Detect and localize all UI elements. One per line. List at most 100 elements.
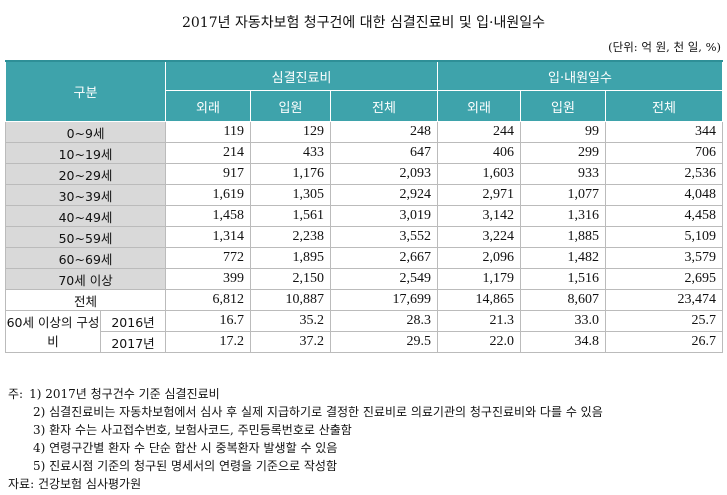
cell: 28.3 — [330, 310, 439, 332]
cell: 344 — [605, 121, 724, 143]
table-row: 70세 이상 399 2,150 2,549 1,179 1,516 2,695 — [4, 268, 724, 290]
note-line: 주: 1) 2017년 청구건수 기준 심결진료비 — [8, 385, 603, 403]
cell: 21.3 — [437, 310, 522, 332]
column-header: 전체 — [605, 90, 724, 122]
cell: 4,458 — [605, 205, 724, 227]
row-label: 2016년 — [99, 310, 167, 332]
table-row: 60~69세 772 1,895 2,667 2,096 1,482 3,579 — [4, 247, 724, 269]
cell: 2,924 — [330, 184, 439, 206]
cell: 1,179 — [437, 268, 522, 290]
table-row: 2017년 17.2 37.2 29.5 22.0 34.8 26.7 — [6, 331, 724, 353]
note-item: 1) 2017년 청구건수 기준 심결진료비 — [29, 387, 220, 401]
cell: 37.2 — [250, 331, 332, 353]
title: 2017년 자동차보험 청구건에 대한 심결진료비 및 입·내원일수 — [181, 15, 546, 31]
column-header: 입원 — [250, 90, 332, 122]
cell: 22.0 — [437, 331, 522, 353]
cell: 99 — [520, 121, 607, 143]
cell: 1,305 — [250, 184, 332, 206]
cell: 706 — [605, 142, 724, 164]
cell: 3,142 — [437, 205, 522, 227]
cell: 35.2 — [250, 310, 332, 332]
cell: 2,093 — [330, 163, 439, 185]
cell: 16.7 — [165, 310, 252, 332]
group-header: 입·내원일수 — [437, 60, 724, 91]
cell: 244 — [437, 121, 522, 143]
cell: 1,619 — [165, 184, 252, 206]
row-label: 30~39세 — [4, 184, 167, 206]
cell: 917 — [165, 163, 252, 185]
row-label: 0~9세 — [4, 121, 167, 143]
cell: 129 — [250, 121, 332, 143]
cell: 1,895 — [250, 247, 332, 269]
cell: 399 — [165, 268, 252, 290]
cell: 6,812 — [165, 289, 252, 311]
table-row: 0~9세 119 129 248 244 99 344 — [4, 121, 724, 143]
cell: 406 — [437, 142, 522, 164]
row-label: 2017년 — [99, 331, 167, 353]
cell: 1,316 — [520, 205, 607, 227]
row-label: 10~19세 — [4, 142, 167, 164]
group-header: 심결진료비 — [165, 60, 439, 91]
note-item: 4) 연령구간별 환자 수 단순 합산 시 중복환자 발생할 수 있음 — [33, 441, 338, 455]
data-table: 구분 심결진료비 입·내원일수 외래 입원 전체 외래 입원 전체 0~9세 119 129 2… — [4, 60, 724, 353]
note-prefix: 주: — [8, 387, 24, 401]
cell: 647 — [330, 142, 439, 164]
cell: 3,552 — [330, 226, 439, 248]
table-row: 50~59세 1,314 2,238 3,552 3,224 1,885 5,109 — [4, 226, 724, 248]
table-row: 40~49세 1,458 1,561 3,019 3,142 1,316 4,458 — [4, 205, 724, 227]
cell: 2,150 — [250, 268, 332, 290]
column-header: 전체 — [330, 90, 439, 122]
cell: 8,607 — [520, 289, 607, 311]
cell: 25.7 — [605, 310, 724, 332]
cell: 5,109 — [605, 226, 724, 248]
column-header: 외래 — [437, 90, 522, 122]
cell: 1,077 — [520, 184, 607, 206]
cell: 14,865 — [437, 289, 522, 311]
cell: 433 — [250, 142, 332, 164]
cell: 2,238 — [250, 226, 332, 248]
cell: 248 — [330, 121, 439, 143]
cell: 1,314 — [165, 226, 252, 248]
cell: 1,516 — [520, 268, 607, 290]
notes: 주: 1) 2017년 청구건수 기준 심결진료비 2) 심결진료비는 자동차보험에… — [8, 385, 603, 493]
cell: 1,458 — [165, 205, 252, 227]
cell: 17.2 — [165, 331, 252, 353]
cell: 1,561 — [250, 205, 332, 227]
row-label: 20~29세 — [4, 163, 167, 185]
cell: 2,096 — [437, 247, 522, 269]
cell: 1,885 — [520, 226, 607, 248]
cell: 34.8 — [520, 331, 607, 353]
cell: 2,536 — [605, 163, 724, 185]
note-item: 5) 진료시점 기준의 청구된 명세서의 연령을 기준으로 작성함 — [33, 459, 337, 473]
cell: 2,971 — [437, 184, 522, 206]
note-item: 3) 환자 수는 사고접수번호, 보험사코드, 주민등록번호로 산출함 — [33, 423, 352, 437]
row-label: 60~69세 — [4, 247, 167, 269]
cell: 17,699 — [330, 289, 439, 311]
row-label: 50~59세 — [4, 226, 167, 248]
cell: 4,048 — [605, 184, 724, 206]
cell: 10,887 — [250, 289, 332, 311]
table-row: 20~29세 917 1,176 2,093 1,603 933 2,536 — [4, 163, 724, 185]
table-row: 60세 이상의 구성비 2016년 16.7 35.2 28.3 21.3 33.0 25.7 — [5, 310, 724, 353]
row-label: 전체 — [4, 289, 167, 311]
cell: 1,176 — [250, 163, 332, 185]
cell: 772 — [165, 247, 252, 269]
note-item: 2) 심결진료비는 자동차보험에서 심사 후 실제 지급하기로 결정한 진료비로… — [33, 405, 603, 419]
unit: (단위: 억 원, 천 일, %) — [608, 40, 721, 54]
cell: 3,224 — [437, 226, 522, 248]
cell: 26.7 — [605, 331, 724, 353]
cell: 1,603 — [437, 163, 522, 185]
cell: 214 — [165, 142, 252, 164]
cell: 3,019 — [330, 205, 439, 227]
cell: 119 — [165, 121, 252, 143]
corner-header: 구분 — [4, 60, 167, 122]
row-group-label: 60세 이상의 구성비 — [5, 310, 101, 353]
table-row: 10~19세 214 433 647 406 299 706 — [4, 142, 724, 164]
cell: 2,695 — [605, 268, 724, 290]
column-header: 외래 — [165, 90, 252, 122]
cell: 23,474 — [605, 289, 724, 311]
cell: 29.5 — [330, 331, 439, 353]
table-row: 30~39세 1,619 1,305 2,924 2,971 1,077 4,048 — [4, 184, 724, 206]
cell: 2,667 — [330, 247, 439, 269]
